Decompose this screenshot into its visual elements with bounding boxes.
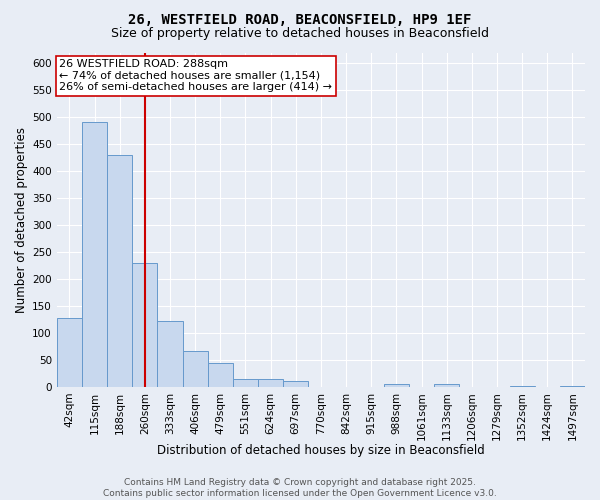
Bar: [434, 384, 459, 386]
Text: Contains HM Land Registry data © Crown copyright and database right 2025.
Contai: Contains HM Land Registry data © Crown c…: [103, 478, 497, 498]
Bar: [384, 384, 409, 386]
Bar: [57, 318, 82, 386]
X-axis label: Distribution of detached houses by size in Beaconsfield: Distribution of detached houses by size …: [157, 444, 485, 458]
Bar: [233, 378, 258, 386]
Bar: [107, 155, 132, 386]
Bar: [182, 350, 208, 386]
Bar: [208, 363, 233, 386]
Text: 26, WESTFIELD ROAD, BEACONSFIELD, HP9 1EF: 26, WESTFIELD ROAD, BEACONSFIELD, HP9 1E…: [128, 12, 472, 26]
Bar: [157, 321, 182, 386]
Bar: [132, 262, 157, 386]
Text: Size of property relative to detached houses in Beaconsfield: Size of property relative to detached ho…: [111, 28, 489, 40]
Bar: [82, 122, 107, 386]
Bar: [283, 382, 308, 386]
Text: 26 WESTFIELD ROAD: 288sqm
← 74% of detached houses are smaller (1,154)
26% of se: 26 WESTFIELD ROAD: 288sqm ← 74% of detac…: [59, 59, 332, 92]
Bar: [258, 378, 283, 386]
Y-axis label: Number of detached properties: Number of detached properties: [15, 126, 28, 312]
